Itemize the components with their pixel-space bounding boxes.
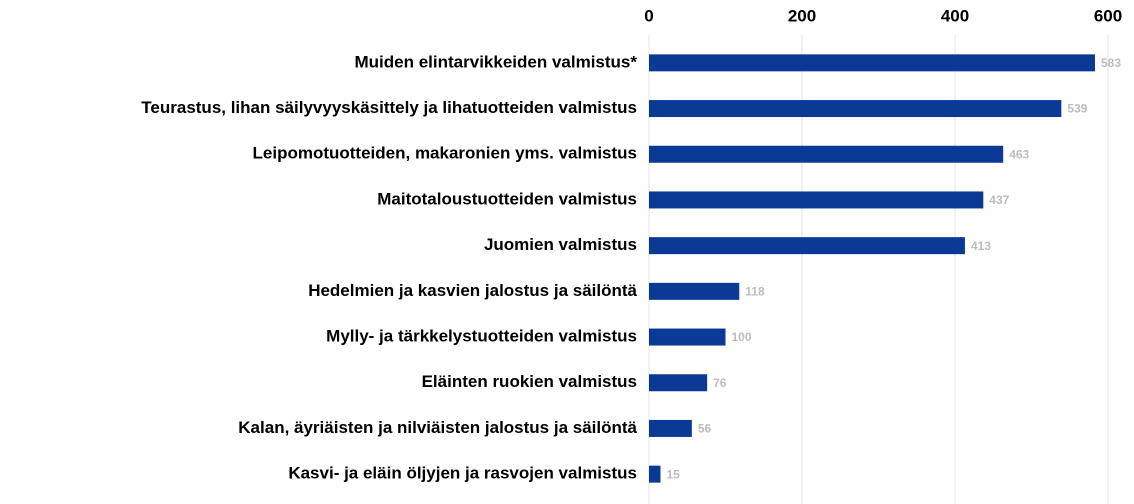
value-label: 15 (666, 467, 680, 481)
x-tick-label: 0 (644, 6, 653, 25)
value-label: 463 (1009, 147, 1029, 161)
value-label: 413 (971, 239, 991, 253)
value-label: 56 (698, 422, 712, 436)
bar (649, 465, 661, 483)
value-label: 437 (989, 193, 1009, 207)
y-tick-label: Juomien valmistus (484, 235, 637, 254)
y-tick-label: Maitotaloustuotteiden valmistus (377, 189, 637, 208)
bar (649, 100, 1062, 118)
y-tick-label: Mylly- ja tärkkelystuotteiden valmistus (326, 327, 637, 346)
bar (649, 374, 708, 392)
x-tick-label: 600 (1094, 6, 1122, 25)
value-label: 118 (745, 285, 765, 299)
x-tick-label: 400 (941, 6, 969, 25)
y-tick-label: Muiden elintarvikkeiden valmistus* (355, 52, 638, 71)
value-label: 539 (1067, 102, 1087, 116)
y-tick-label: Teurastus, lihan säilyvyyskäsittely ja l… (141, 98, 637, 117)
bar (649, 191, 984, 209)
y-tick-label: Eläinten ruokien valmistus (422, 372, 637, 391)
bar (649, 237, 965, 255)
bar (649, 328, 726, 346)
y-tick-label: Hedelmien ja kasvien jalostus ja säilönt… (308, 281, 637, 300)
bar (649, 282, 740, 300)
value-label: 583 (1101, 56, 1121, 70)
bar (649, 145, 1004, 163)
bar (649, 419, 692, 437)
bar (649, 54, 1095, 72)
y-tick-label: Leipomotuotteiden, makaronien yms. valmi… (253, 144, 637, 163)
x-tick-label: 200 (788, 6, 816, 25)
y-tick-label: Kasvi- ja eläin öljyjen ja rasvojen valm… (288, 464, 637, 483)
value-label: 76 (713, 376, 727, 390)
y-tick-label: Kalan, äyriäisten ja nilviäisten jalostu… (238, 418, 637, 437)
value-label: 100 (732, 330, 752, 344)
